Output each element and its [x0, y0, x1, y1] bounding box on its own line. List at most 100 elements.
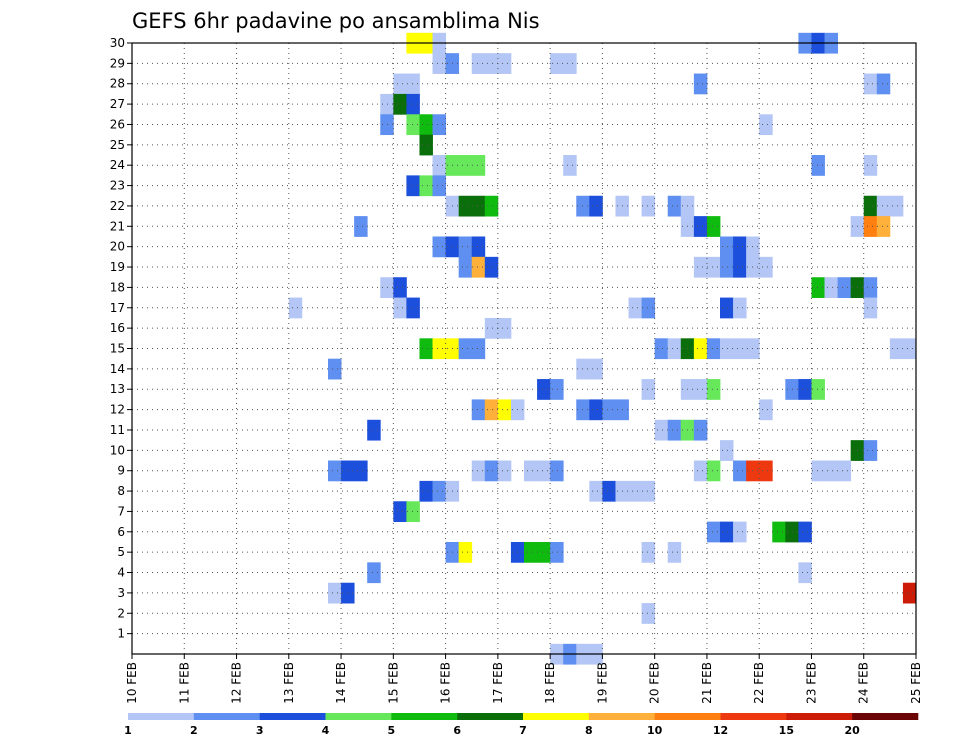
y-tick-label: 30 [110, 36, 125, 50]
heatmap-cell [693, 256, 708, 278]
y-tick-label: 3 [117, 586, 125, 600]
x-tick-label: 24 FEB [857, 662, 871, 704]
heatmap-cell [406, 175, 420, 197]
heatmap-cell [863, 155, 878, 176]
heatmap-cell [889, 338, 904, 360]
heatmap-cell [419, 175, 433, 197]
heatmap-cell [863, 195, 878, 217]
heatmap-cell [824, 460, 838, 482]
heatmap-cell [563, 53, 577, 74]
colorbar-label: 10 [647, 724, 663, 737]
heatmap-cell [550, 379, 564, 400]
heatmap-cell [798, 521, 812, 543]
heatmap-cell [824, 277, 838, 298]
heatmap-cell [432, 480, 446, 502]
heatmap-cell [759, 460, 773, 482]
x-tick-label: 17 FEB [491, 662, 505, 704]
heatmap-cell [720, 440, 734, 461]
heatmap-cell [811, 155, 825, 176]
chart-title: GEFS 6hr padavine po ansamblima Nis [132, 9, 540, 33]
heatmap-cell [328, 358, 342, 380]
heatmap-cell [706, 521, 721, 543]
y-tick-label: 18 [110, 280, 125, 294]
heatmap-cell [628, 297, 642, 319]
heatmap-cell [641, 297, 656, 319]
y-tick-label: 29 [110, 56, 125, 70]
colorbar-swatch [523, 713, 590, 720]
heatmap-cell [641, 603, 656, 624]
colorbar-swatch [325, 713, 392, 720]
heatmap-cell [706, 256, 721, 278]
heatmap-cell [798, 379, 812, 400]
heatmap-cell [654, 419, 669, 441]
colorbar-label: 3 [256, 724, 264, 737]
heatmap-cell [550, 541, 564, 563]
heatmap-cell [733, 521, 747, 543]
heatmap-cell [432, 175, 446, 197]
heatmap-cell [484, 195, 499, 217]
x-tick-label: 21 FEB [700, 662, 714, 704]
heatmap-cell [667, 338, 682, 360]
heatmap-cell [406, 297, 420, 319]
heatmap-cell [484, 53, 499, 74]
heatmap-cells [288, 32, 917, 665]
heatmap-cell [432, 155, 446, 176]
heatmap-cell [432, 236, 446, 258]
heatmap-cell [458, 541, 473, 563]
heatmap-cell [484, 399, 499, 421]
heatmap-cell [589, 195, 603, 217]
x-tick-label: 18 FEB [543, 662, 557, 704]
x-tick-label: 12 FEB [230, 662, 244, 704]
heatmap-cell [602, 480, 616, 502]
heatmap-cell [602, 399, 616, 421]
heatmap-cell [876, 216, 891, 237]
plot-frame [131, 42, 917, 655]
heatmap-cell [354, 460, 368, 482]
y-axis-ticks: 1234567891011121314151617181920212223242… [110, 36, 132, 641]
y-tick-label: 9 [117, 464, 125, 478]
heatmap-cell [720, 338, 734, 360]
heatmap-cell [432, 338, 446, 360]
heatmap-cell [328, 582, 342, 604]
heatmap-cell [406, 93, 420, 115]
heatmap-cell [667, 541, 682, 563]
heatmap-cell [419, 338, 433, 360]
colorbar-legend: 1 2 3 4 5 6 7 8 10 12 15 20 [124, 713, 919, 737]
colorbar-label: 5 [388, 724, 396, 737]
x-tick-label: 11 FEB [177, 662, 191, 704]
heatmap-cell [393, 93, 407, 115]
heatmap-cell [471, 195, 486, 217]
heatmap-cell [693, 338, 708, 360]
heatmap-cell [471, 338, 486, 360]
colorbar-swatch [654, 713, 721, 720]
heatmap-cell [406, 501, 420, 523]
colorbar-swatch [852, 713, 919, 720]
y-tick-label: 28 [110, 77, 125, 91]
heatmap-cell [733, 236, 747, 258]
heatmap-cell [524, 460, 538, 482]
heatmap-cell [641, 541, 656, 563]
heatmap-cell [354, 216, 368, 237]
heatmap-cell [863, 440, 878, 461]
heatmap-cell [733, 338, 747, 360]
heatmap-cell [837, 277, 852, 298]
heatmap-cell [432, 114, 446, 136]
heatmap-cell [811, 277, 825, 298]
heatmap-cell [367, 562, 381, 584]
x-tick-label: 23 FEB [804, 662, 818, 704]
colorbar-label: 12 [713, 724, 728, 737]
heatmap-cell [733, 460, 747, 482]
y-tick-label: 11 [110, 423, 125, 437]
heatmap-cell [406, 114, 420, 136]
heatmap-cell [471, 236, 486, 258]
heatmap-cell [641, 480, 656, 502]
x-tick-label: 13 FEB [282, 662, 296, 704]
y-tick-label: 1 [117, 627, 125, 641]
colorbar-label: 6 [453, 724, 461, 737]
heatmap-cell [876, 73, 891, 95]
heatmap-cell [471, 155, 486, 176]
heatmap-cell [550, 53, 564, 74]
x-tick-label: 25 FEB [909, 662, 923, 704]
heatmap-cell [484, 256, 499, 278]
y-tick-label: 5 [117, 545, 125, 559]
